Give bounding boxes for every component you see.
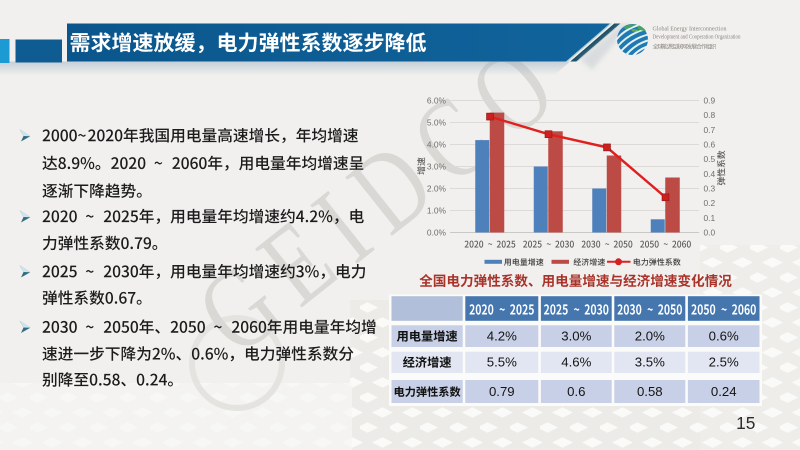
svg-text:0.24: 0.24 <box>711 384 737 399</box>
svg-text:6.0%: 6.0% <box>427 96 447 106</box>
svg-text:0.4: 0.4 <box>704 169 716 179</box>
svg-text:0.0%: 0.0% <box>427 228 447 238</box>
svg-text:2.0%: 2.0% <box>635 329 665 344</box>
svg-text:3.0%: 3.0% <box>427 162 447 172</box>
svg-text:0.79: 0.79 <box>489 384 515 399</box>
svg-text:0.6: 0.6 <box>567 384 585 399</box>
svg-text:1.0%: 1.0% <box>427 206 447 216</box>
svg-text:2.0%: 2.0% <box>427 184 447 194</box>
svg-text:Global Energy Interconnection: Global Energy Interconnection <box>653 25 728 32</box>
svg-text:0.7: 0.7 <box>704 125 716 135</box>
svg-text:0.5: 0.5 <box>704 154 716 164</box>
svg-text:0.2: 0.2 <box>704 198 716 208</box>
svg-text:0.1: 0.1 <box>704 213 716 223</box>
svg-text:5.5%: 5.5% <box>487 355 517 370</box>
svg-text:3.0%: 3.0% <box>561 329 591 344</box>
svg-text:15: 15 <box>736 413 755 433</box>
svg-text:4.2%: 4.2% <box>487 329 517 344</box>
svg-text:0.0: 0.0 <box>704 228 716 238</box>
svg-text:0.6: 0.6 <box>704 140 716 150</box>
svg-text:0.9: 0.9 <box>704 96 716 106</box>
svg-text:5.0%: 5.0% <box>427 118 447 128</box>
svg-text:3.5%: 3.5% <box>635 355 665 370</box>
svg-text:Development and Cooperation Or: Development and Cooperation Organization <box>653 33 742 40</box>
svg-text:4.6%: 4.6% <box>561 355 591 370</box>
svg-text:2.5%: 2.5% <box>709 355 739 370</box>
svg-text:0.8: 0.8 <box>704 110 716 120</box>
svg-text:0.3: 0.3 <box>704 184 716 194</box>
svg-text:4.0%: 4.0% <box>427 140 447 150</box>
svg-text:0.6%: 0.6% <box>709 329 739 344</box>
svg-text:0.58: 0.58 <box>637 384 663 399</box>
